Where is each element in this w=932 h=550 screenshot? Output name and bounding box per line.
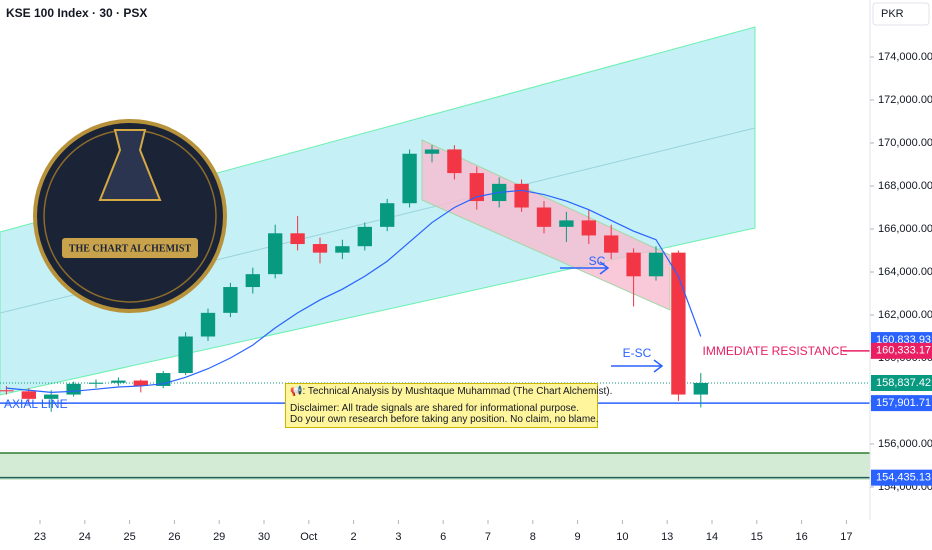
candle-body — [693, 382, 708, 395]
y-tick-label: 156,000.00 — [878, 438, 932, 450]
candle-body — [268, 233, 283, 275]
candle-body — [21, 391, 36, 399]
candle-body — [469, 173, 484, 202]
x-tick-label: 16 — [795, 531, 807, 543]
price-label-box — [871, 342, 932, 359]
price-label-box — [871, 374, 932, 391]
rising-channel — [0, 26, 756, 396]
candle-body — [111, 380, 126, 383]
currency-box — [872, 2, 930, 26]
price-label-box — [871, 469, 932, 486]
x-tick-label: 10 — [616, 531, 628, 543]
candle-body — [178, 336, 193, 374]
price-label: 158,837.42 — [876, 377, 931, 389]
time-axis-bg — [0, 520, 932, 550]
note-line: Disclaimer: All trade signals are shared… — [290, 403, 580, 414]
candle-body — [66, 383, 81, 395]
annotation-axial: AXIAL LINE — [4, 397, 68, 411]
candle-body — [44, 394, 59, 399]
x-tick-label: 14 — [706, 531, 718, 543]
note-box: 📢: Technical Analysis by Mushtaque Muham… — [285, 383, 613, 428]
candle-body — [88, 382, 104, 384]
y-tick-label: 174,000.00 — [878, 51, 932, 63]
candle-body — [312, 244, 328, 253]
x-tick-label: 13 — [661, 531, 673, 543]
candle-body — [626, 252, 641, 277]
candle-body — [133, 380, 148, 386]
y-tick-label: 170,000.00 — [878, 137, 932, 149]
symbol-title: KSE 100 Index · 30 · PSX — [6, 6, 147, 20]
y-tick-label: 166,000.00 — [878, 223, 932, 235]
price-label: 160,333.17 — [876, 345, 931, 357]
candle-body — [380, 203, 395, 227]
y-tick-label: 164,000.00 — [878, 266, 932, 278]
candle-body — [559, 220, 574, 227]
candle-body — [245, 274, 260, 288]
logo-text: THE CHART ALCHEMIST — [69, 243, 192, 254]
candle-body — [223, 287, 238, 313]
x-tick-label: 30 — [258, 531, 270, 543]
price-label: 154,435.13 — [876, 472, 931, 484]
candle-body — [648, 252, 664, 277]
x-tick-label: 3 — [395, 531, 401, 543]
candle-body — [200, 312, 216, 337]
x-tick-label: 7 — [485, 531, 491, 543]
candle-body — [335, 246, 350, 253]
annotation-resistance: IMMEDIATE RESISTANCE — [703, 344, 848, 358]
y-tick-label: 172,000.00 — [878, 94, 932, 106]
annotation-sc: SC — [589, 254, 606, 268]
annotation-esc: E-SC — [623, 346, 652, 360]
candle-body — [0, 390, 14, 392]
logo-badge — [33, 119, 227, 313]
x-tick-label: Oct — [300, 531, 317, 543]
candle-body — [604, 235, 619, 253]
note-line: Do your own research before taking any p… — [290, 414, 599, 425]
candle-body — [447, 149, 462, 174]
esc-arrow — [611, 359, 664, 373]
x-tick-label: 15 — [751, 531, 763, 543]
y-tick-label: 168,000.00 — [878, 180, 932, 192]
note-line: 📢: Technical Analysis by Mushtaque Muham… — [290, 386, 613, 397]
x-tick-label: 6 — [440, 531, 446, 543]
moving-average — [6, 189, 702, 393]
x-tick-label: 23 — [34, 531, 46, 543]
x-tick-label: 25 — [123, 531, 135, 543]
x-tick-label: 24 — [79, 531, 91, 543]
sc-arrow — [560, 261, 610, 275]
candle-body — [671, 252, 686, 395]
x-tick-label: 17 — [840, 531, 852, 543]
candle-body — [290, 233, 305, 245]
x-tick-label: 9 — [575, 531, 581, 543]
x-tick-label: 26 — [168, 531, 180, 543]
y-tick-label: 162,000.00 — [878, 309, 932, 321]
candle-body — [514, 183, 529, 208]
candle-body — [581, 220, 596, 236]
price-label-box — [871, 395, 932, 412]
support-zone — [0, 453, 870, 480]
logo: THE CHART ALCHEMIST — [33, 119, 227, 313]
x-tick-label: 2 — [351, 531, 357, 543]
price-axis-bg — [870, 0, 932, 550]
currency: PKR — [881, 8, 904, 20]
price-label: 157,901.71 — [876, 397, 931, 409]
candle-body — [424, 149, 440, 154]
candle-body — [402, 153, 417, 204]
candle-body — [357, 226, 372, 247]
candle-body — [536, 207, 552, 227]
logo-flask — [98, 129, 162, 201]
x-tick-label: 29 — [213, 531, 225, 543]
x-tick-label: 8 — [530, 531, 536, 543]
logo-banner — [62, 238, 198, 258]
